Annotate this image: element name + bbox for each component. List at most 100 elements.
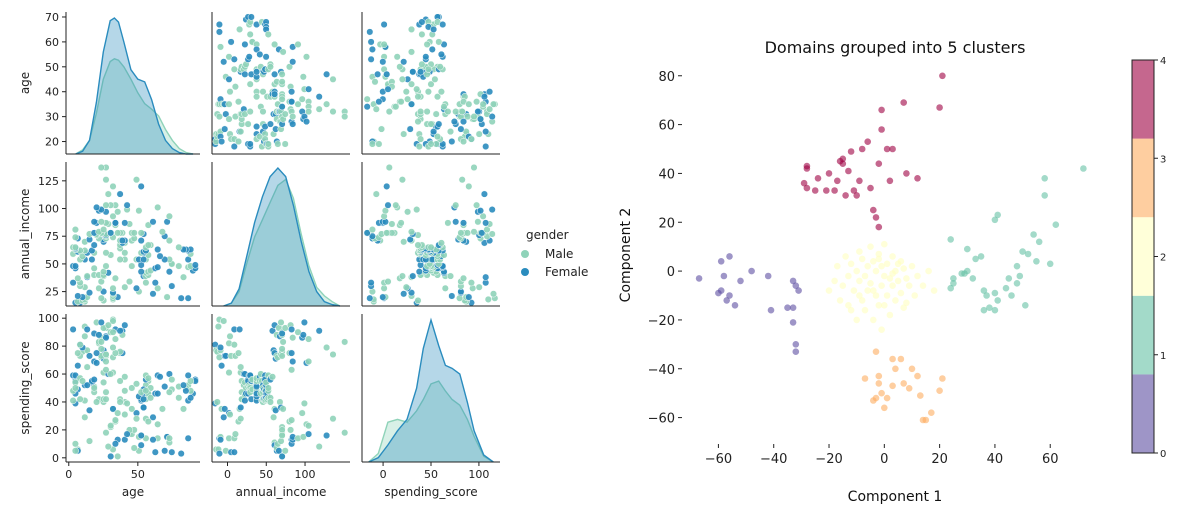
cluster-point xyxy=(850,287,858,294)
pair-point xyxy=(448,292,456,300)
pair-point xyxy=(341,113,349,121)
pair-point xyxy=(142,387,150,395)
kde-fill-male xyxy=(75,58,194,154)
pair-point xyxy=(102,249,110,257)
pair-point xyxy=(253,123,261,131)
pair-point xyxy=(488,230,496,238)
pair-point xyxy=(149,413,157,421)
pair-point xyxy=(221,125,229,133)
cluster-point xyxy=(1035,238,1043,246)
pair-point xyxy=(423,40,431,48)
pair-point xyxy=(246,108,254,116)
pair-point xyxy=(111,274,119,282)
cluster-point xyxy=(864,138,871,145)
cluster-point xyxy=(831,277,838,285)
cluster-point xyxy=(889,382,896,390)
pair-point xyxy=(230,142,238,151)
pair-point xyxy=(97,338,105,346)
pair-point xyxy=(216,343,225,352)
pair-point xyxy=(102,357,110,366)
pair-point xyxy=(144,241,152,249)
x-tick-label: 20 xyxy=(931,452,948,467)
pair-cell-spending_score-annual_income: 0 50 100 xyxy=(211,314,350,481)
pair-point xyxy=(191,261,199,269)
cluster-point xyxy=(897,355,905,363)
pair-point xyxy=(71,440,79,448)
y-tick-label: 40 xyxy=(45,86,59,99)
pair-point xyxy=(97,318,105,326)
pair-point xyxy=(489,290,498,298)
pair-point xyxy=(482,219,490,227)
y-tick-label: 60 xyxy=(658,119,675,134)
pair-point xyxy=(368,226,376,234)
pair-point xyxy=(323,343,331,352)
pair-point xyxy=(278,352,286,360)
pair-point xyxy=(366,294,374,302)
pair-point xyxy=(478,229,486,237)
pair-point xyxy=(480,93,488,101)
pair-point xyxy=(116,327,124,335)
pair-point xyxy=(76,341,84,349)
pair-point xyxy=(427,80,435,88)
pair-point xyxy=(102,176,110,184)
pair-point xyxy=(383,182,391,190)
pair-point xyxy=(83,381,91,389)
cluster-point xyxy=(925,267,932,275)
cluster-point xyxy=(867,243,874,250)
y-tick-label: 20 xyxy=(45,136,59,149)
pair-point xyxy=(482,128,490,136)
y-tick-label: 60 xyxy=(45,368,59,381)
pair-point xyxy=(246,140,254,148)
pair-point xyxy=(294,100,302,108)
pair-point xyxy=(137,441,145,449)
cluster-point xyxy=(726,253,733,260)
legend-entry-male: Male xyxy=(545,247,573,261)
cluster-point xyxy=(875,160,883,167)
pair-point xyxy=(402,283,410,291)
pair-point xyxy=(90,384,98,392)
pair-point xyxy=(300,399,308,407)
cluster-point xyxy=(834,262,841,270)
cluster-point xyxy=(811,187,819,194)
pair-point xyxy=(97,218,105,226)
pair-point xyxy=(85,289,94,297)
cluster-point xyxy=(845,302,852,309)
pair-point xyxy=(140,403,148,412)
cluster-point xyxy=(870,287,877,294)
pair-point xyxy=(341,338,349,346)
colorbar-tick-label: 0 xyxy=(1160,449,1166,460)
pair-point xyxy=(278,452,286,460)
pair-point xyxy=(372,105,380,113)
pair-point xyxy=(279,338,287,346)
cluster-point xyxy=(1022,302,1029,309)
pair-point xyxy=(245,53,253,61)
y-tick-label: 100 xyxy=(38,312,59,325)
cluster-point xyxy=(883,260,891,268)
pair-point xyxy=(88,255,96,264)
pair-point xyxy=(237,363,245,371)
pair-point xyxy=(100,226,108,234)
cluster-point xyxy=(1030,231,1037,238)
kde-line-female xyxy=(75,17,194,155)
pair-point xyxy=(259,88,267,96)
cluster-point xyxy=(858,145,866,153)
pair-point xyxy=(102,366,110,374)
pair-point xyxy=(433,93,442,101)
pair-point xyxy=(407,228,416,236)
cluster-point xyxy=(1024,250,1032,258)
cluster-point xyxy=(789,304,797,312)
pair-point xyxy=(448,137,456,146)
pair-point xyxy=(121,249,129,257)
pair-point xyxy=(85,406,94,414)
cluster-point xyxy=(972,255,979,263)
pair-point xyxy=(377,125,386,133)
pair-point xyxy=(102,262,110,270)
pair-point xyxy=(392,201,400,209)
pair-point xyxy=(216,43,225,51)
pair-point xyxy=(305,430,313,438)
cluster-point xyxy=(977,253,985,260)
pair-point xyxy=(144,417,152,426)
cluster-point xyxy=(856,292,863,299)
y-tick-label: 30 xyxy=(45,111,59,124)
pair-ylabel-age: age xyxy=(18,72,32,94)
